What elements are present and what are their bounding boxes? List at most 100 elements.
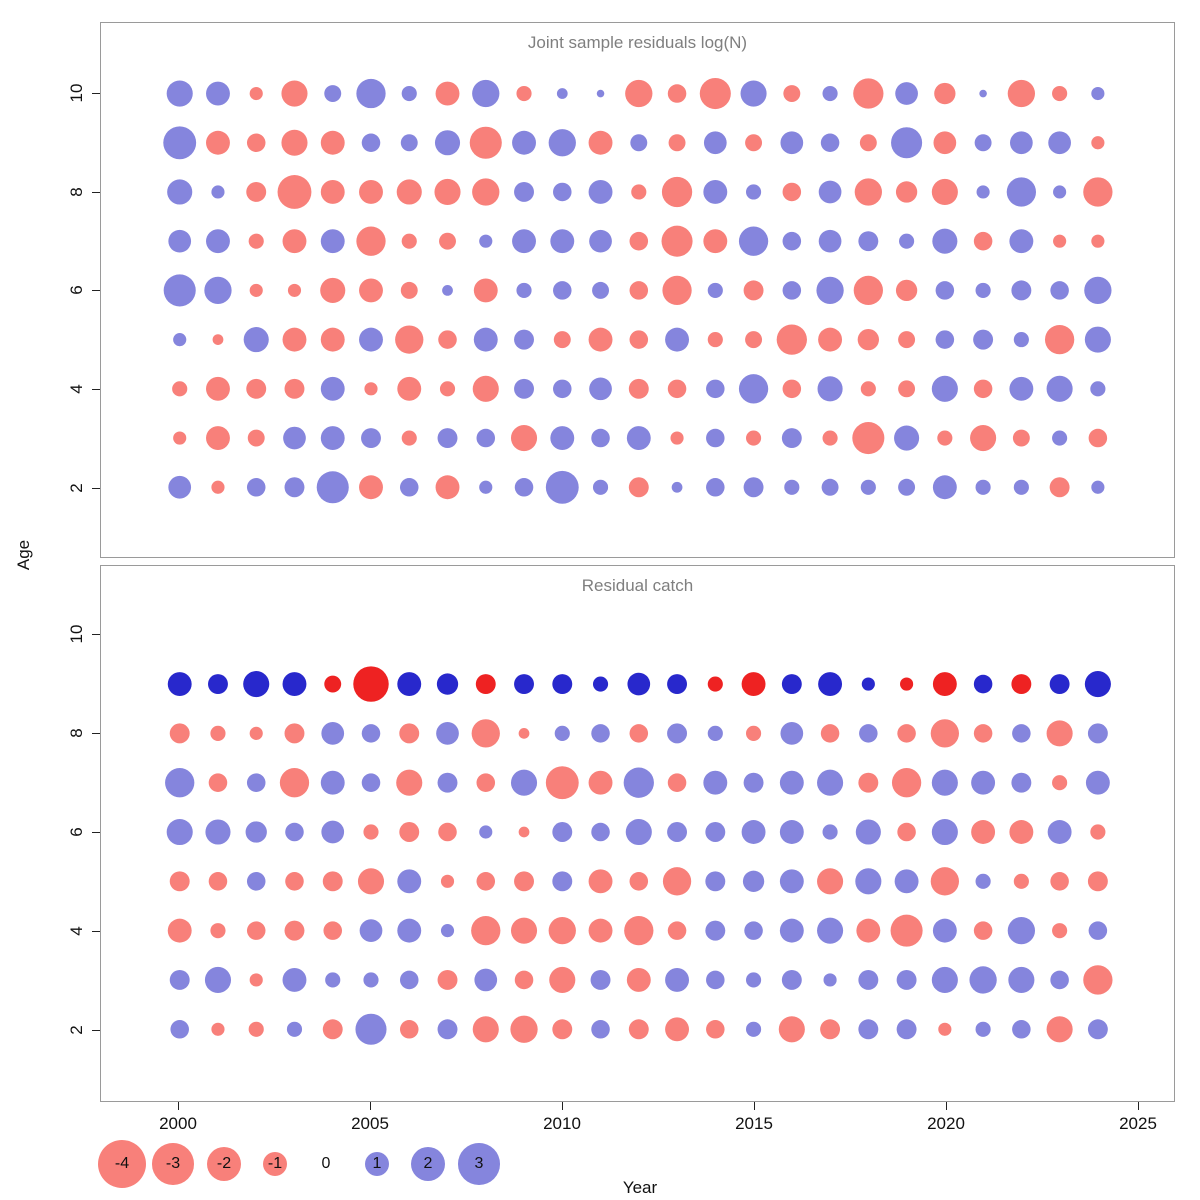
residual-bubble [277, 175, 312, 209]
residual-bubble [1088, 921, 1108, 940]
residual-bubble [436, 722, 459, 745]
residual-bubble [629, 872, 649, 891]
residual-bubble [320, 327, 345, 352]
residual-bubble [1009, 229, 1034, 254]
residual-bubble [703, 131, 727, 155]
residual-bubble [857, 328, 879, 351]
residual-bubble [971, 770, 996, 795]
residual-bubble [973, 724, 993, 743]
residual-bubble [1009, 820, 1034, 844]
residual-bubble [818, 229, 842, 253]
residual-bubble [931, 178, 958, 206]
residual-bubble [782, 281, 802, 300]
panel-joint-sample-residuals: Joint sample residuals log(N) [100, 22, 1175, 558]
residual-bubble [703, 180, 728, 204]
residual-bubble [243, 671, 270, 698]
residual-bubble [479, 480, 493, 494]
residual-bubble [930, 719, 959, 748]
residual-bubble [661, 176, 693, 208]
residual-bubble [316, 471, 349, 504]
residual-bubble [779, 869, 804, 894]
residual-bubble [204, 966, 232, 994]
x-tick-label: 2010 [543, 1114, 581, 1133]
residual-bubble [667, 674, 688, 695]
residual-bubble [322, 871, 343, 892]
residual-bubble [745, 184, 762, 200]
residual-bubble [707, 332, 723, 348]
x-tick-label: 2025 [1119, 1114, 1157, 1133]
residual-bubble [1049, 477, 1070, 498]
residual-bubble [246, 133, 266, 153]
legend-circle [411, 1147, 445, 1181]
residual-bubble [355, 1013, 387, 1045]
residual-bubble [435, 475, 460, 500]
legend-circle [152, 1143, 194, 1185]
residual-bubble [890, 914, 923, 947]
residual-bubble [931, 818, 958, 846]
residual-bubble [361, 428, 381, 449]
residual-bubble [816, 276, 844, 305]
residual-bubble [783, 85, 801, 103]
residual-bubble [820, 724, 840, 743]
residual-bubble [246, 477, 266, 497]
residual-bubble [211, 185, 225, 199]
residual-bubble [667, 379, 687, 399]
residual-bubble [323, 921, 343, 940]
residual-bubble [401, 85, 417, 102]
residual-bubble [853, 78, 884, 109]
residual-bubble [512, 229, 536, 254]
residual-bubble [591, 822, 610, 842]
residual-bubble [631, 184, 647, 200]
residual-bubble [320, 376, 345, 401]
residual-bubble [438, 822, 457, 842]
y-tick-label: 6 [67, 827, 86, 837]
residual-bubble [932, 475, 957, 500]
residual-bubble [322, 1019, 343, 1040]
residual-bubble [166, 80, 193, 107]
residual-bubble [667, 921, 687, 940]
residual-bubble [1012, 724, 1031, 743]
x-axis-tick [370, 1102, 371, 1110]
residual-bubble [285, 822, 304, 842]
residual-bubble [208, 674, 228, 695]
residual-bubble [282, 327, 307, 352]
residual-bubble [1012, 1020, 1031, 1039]
residual-bubble [1011, 674, 1032, 695]
residual-bubble [169, 723, 190, 744]
bubble-plot-top [163, 77, 1113, 504]
residual-bubble [900, 677, 914, 691]
residual-bubble [516, 85, 532, 102]
residual-bubble [629, 724, 649, 743]
residual-bubble [706, 970, 725, 990]
residual-bubble [396, 769, 423, 796]
residual-bubble [472, 375, 499, 402]
x-tick-label: 2015 [735, 1114, 773, 1133]
panel-residual-catch: Residual catch [100, 565, 1175, 1102]
residual-bubble [283, 426, 306, 450]
residual-bubble [822, 430, 838, 446]
residual-bubble [363, 824, 379, 840]
residual-bubble [246, 921, 266, 940]
residual-bubble [282, 229, 307, 254]
x-axis-tick [178, 1102, 179, 1110]
residual-bubble [738, 374, 769, 404]
residual-bubble [285, 872, 304, 891]
residual-bubble [820, 1019, 841, 1040]
residual-bubble [665, 327, 690, 352]
y-axis-title: Age [14, 539, 33, 571]
residual-bubble [552, 822, 573, 842]
residual-bubble [435, 81, 460, 106]
residual-bubble [665, 967, 690, 992]
residual-bubble [474, 968, 498, 992]
residual-bubble [858, 231, 879, 252]
residual-bubble [703, 770, 728, 795]
residual-bubble [210, 923, 226, 939]
residual-bubble [780, 131, 804, 155]
residual-bubble [626, 426, 651, 451]
residual-bubble [859, 724, 878, 743]
y-axis-tick [92, 733, 100, 734]
residual-bubble [211, 480, 225, 494]
residual-bubble [934, 82, 956, 105]
residual-bubble [320, 180, 345, 204]
residual-bubble [626, 967, 651, 992]
